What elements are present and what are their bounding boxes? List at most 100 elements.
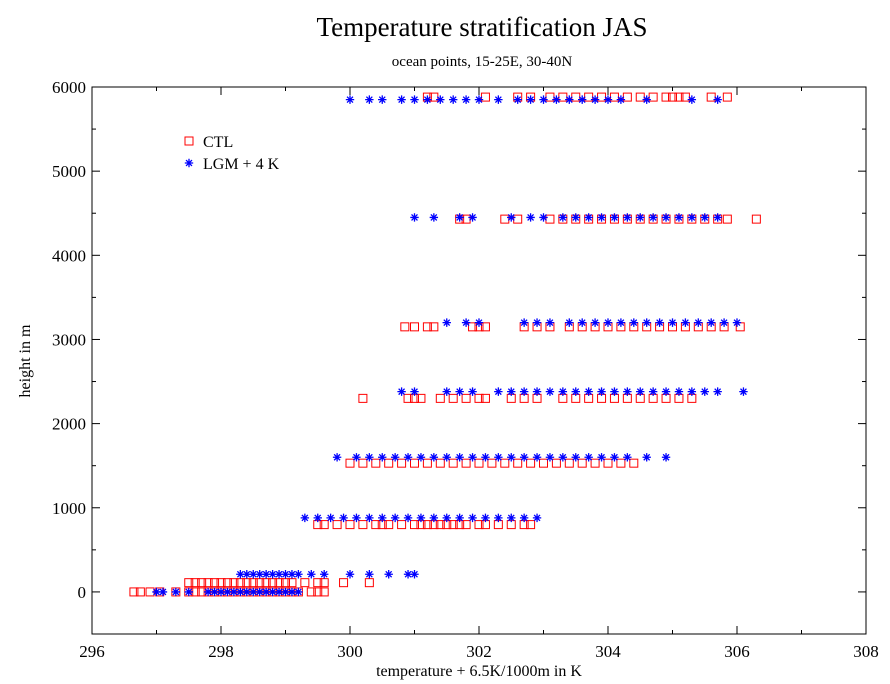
lgm-point: [255, 587, 264, 597]
lgm-point: [378, 95, 387, 104]
ctl-point: [577, 458, 587, 468]
ctl-point: [268, 578, 278, 588]
lgm-point: [461, 318, 471, 327]
ctl-point: [242, 578, 252, 588]
x-tick-label: 304: [595, 642, 621, 661]
lgm-point: [468, 387, 477, 396]
lgm-point: [661, 387, 671, 396]
legend-marker-ctl: [184, 136, 194, 146]
y-axis-title: height in m: [17, 324, 34, 397]
ctl-point: [384, 520, 394, 530]
lgm-point: [455, 387, 464, 396]
lgm-point: [532, 513, 542, 523]
ctl-point: [448, 393, 458, 403]
lgm-point: [507, 387, 516, 396]
lgm-point: [739, 387, 748, 396]
lgm-point: [610, 213, 619, 222]
lgm-point: [345, 95, 355, 104]
ctl-point: [358, 393, 368, 403]
lgm-point: [339, 513, 348, 523]
ctl-point: [358, 520, 368, 530]
ctl-point: [435, 393, 445, 403]
chart-title: Temperature stratification JAS: [316, 12, 647, 42]
lgm-point: [352, 453, 361, 462]
lgm-point: [558, 453, 568, 462]
legend-label-ctl: CTL: [203, 134, 233, 151]
lgm-point: [249, 570, 258, 579]
y-tick-label: 3000: [52, 330, 86, 349]
ctl-point: [129, 587, 139, 597]
lgm-point: [274, 587, 284, 597]
lgm-point: [345, 570, 355, 579]
ctl-point: [190, 578, 200, 588]
y-tick-label: 4000: [52, 246, 86, 265]
lgm-point: [668, 318, 677, 327]
lgm-point: [410, 213, 419, 222]
lgm-point: [558, 387, 568, 396]
lgm-point: [410, 570, 419, 579]
lgm-point: [429, 213, 439, 222]
lgm-point: [216, 587, 226, 597]
ctl-point: [722, 92, 732, 102]
ctl-point: [468, 322, 478, 332]
lgm-point: [249, 587, 258, 597]
lgm-point: [203, 587, 213, 597]
lgm-point: [687, 95, 697, 104]
lgm-point: [642, 95, 651, 104]
lgm-point: [442, 513, 451, 523]
lgm-point: [494, 453, 503, 462]
lgm-point: [519, 387, 529, 396]
lgm-point: [610, 453, 619, 462]
lgm-point: [397, 95, 406, 104]
lgm-point: [713, 213, 722, 222]
ctl-point: [487, 458, 497, 468]
ctl-point: [500, 458, 510, 468]
y-tick-label: 0: [78, 583, 87, 602]
lgm-point: [474, 318, 484, 327]
lgm-point: [294, 587, 303, 597]
lgm-point: [552, 95, 561, 104]
lgm-point: [423, 95, 432, 104]
lgm-point: [532, 453, 542, 462]
lgm-point: [455, 513, 464, 523]
lgm-point: [610, 387, 619, 396]
ctl-point: [300, 578, 310, 588]
ctl-point: [384, 458, 394, 468]
x-tick-label: 302: [466, 642, 492, 661]
lgm-point: [410, 387, 419, 396]
lgm-point: [597, 387, 606, 396]
lgm-point: [687, 387, 697, 396]
lgm-point: [590, 95, 600, 104]
legend-label-lgm: LGM + 4 K: [203, 156, 280, 173]
chart-subtitle: ocean points, 15-25E, 30-40N: [392, 54, 573, 70]
lgm-point: [648, 213, 658, 222]
ctl-point: [216, 578, 226, 588]
lgm-point: [719, 318, 729, 327]
lgm-point: [416, 453, 426, 462]
ctl-point: [345, 520, 355, 530]
lgm-point: [565, 95, 574, 104]
lgm-point: [565, 318, 574, 327]
lgm-point: [578, 318, 587, 327]
ctl-point: [319, 587, 329, 597]
lgm-point: [629, 318, 638, 327]
x-tick-label: 296: [79, 642, 105, 661]
lgm-point: [558, 213, 568, 222]
lgm-point: [326, 513, 335, 523]
ctl-point: [480, 322, 490, 332]
ctl-point: [184, 578, 194, 588]
lgm-point: [403, 513, 413, 523]
ctl-point: [629, 458, 639, 468]
lgm-point: [507, 213, 516, 222]
ctl-point: [616, 458, 626, 468]
ctl-point: [526, 458, 536, 468]
lgm-point: [455, 453, 464, 462]
lgm-point: [481, 453, 490, 462]
ctl-point: [435, 458, 445, 468]
lgm-point: [545, 387, 555, 396]
ctl-point: [135, 587, 145, 597]
lgm-point: [152, 587, 161, 597]
lgm-point: [352, 513, 361, 523]
ctl-point: [539, 458, 548, 468]
lgm-point: [390, 513, 400, 523]
